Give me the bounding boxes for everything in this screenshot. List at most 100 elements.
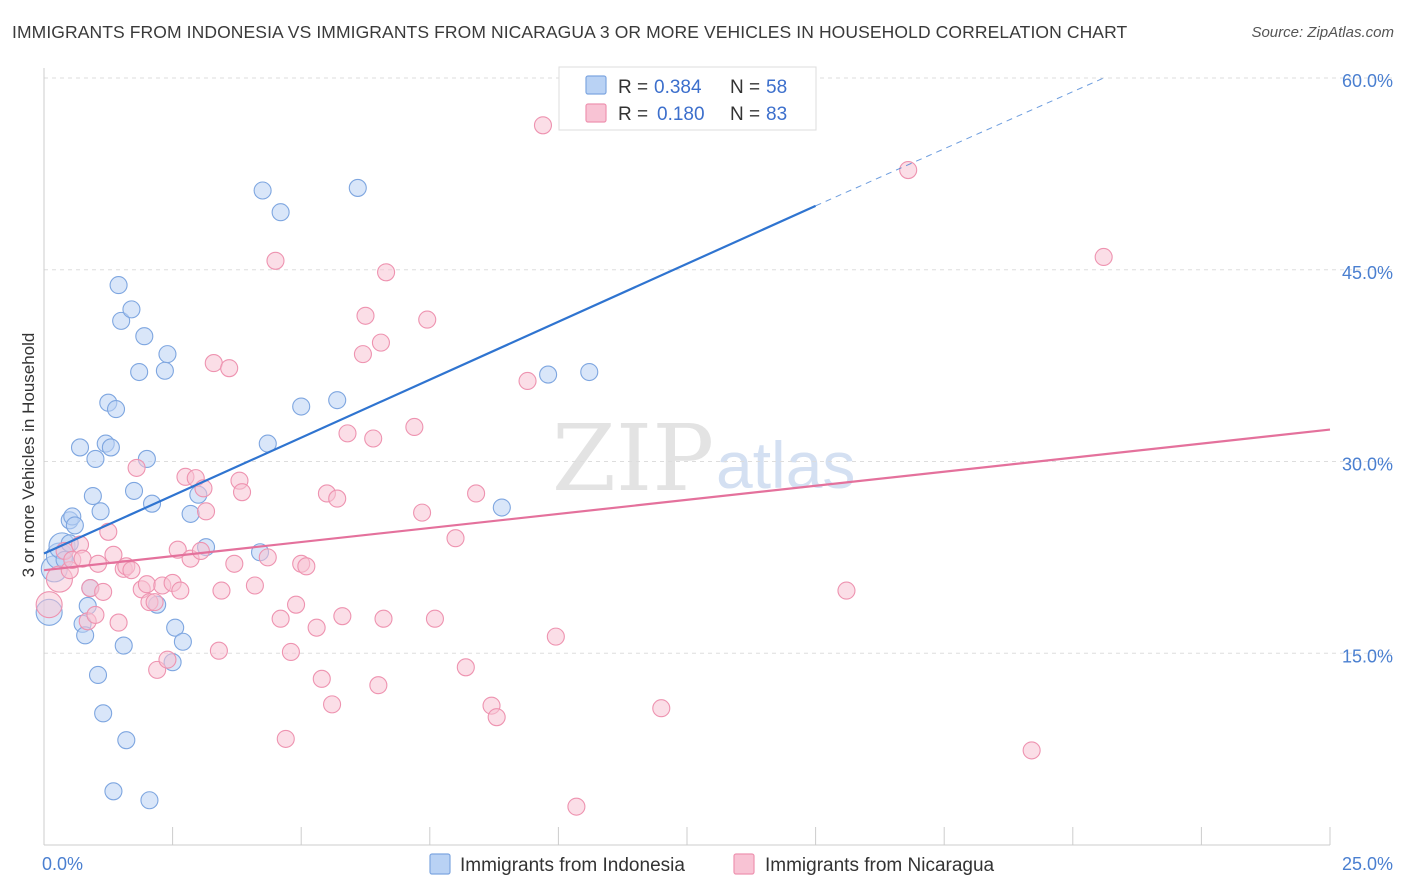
point-nicaragua: [338, 424, 357, 443]
point-nicaragua: [446, 529, 465, 548]
point-nicaragua: [204, 354, 223, 373]
point-nicaragua: [1094, 247, 1113, 267]
point-indonesia: [122, 300, 141, 319]
point-nicaragua: [371, 333, 390, 352]
point-nicaragua: [356, 306, 375, 325]
x-tick-label-max: 25.0%: [1342, 854, 1393, 874]
legend-label-nicaragua: Immigrants from Nicaragua: [765, 855, 995, 876]
point-nicaragua: [137, 575, 156, 594]
point-indonesia: [328, 391, 347, 410]
point-nicaragua: [418, 310, 437, 329]
point-indonesia: [348, 178, 367, 197]
stats-swatch-indonesia: [585, 75, 607, 95]
point-nicaragua: [266, 251, 285, 270]
stats-legend: R = 0.384 N = 58 R = 0.180 N = 83: [558, 66, 817, 131]
point-nicaragua: [328, 489, 347, 508]
point-nicaragua: [364, 429, 383, 448]
point-nicaragua: [456, 658, 475, 677]
y-tick-label: 30.0%: [1342, 455, 1393, 475]
point-nicaragua: [258, 548, 277, 567]
point-nicaragua: [86, 605, 105, 624]
point-indonesia: [492, 498, 511, 517]
point-indonesia: [104, 782, 123, 801]
point-nicaragua: [899, 160, 918, 180]
point-nicaragua: [109, 613, 128, 632]
point-nicaragua: [145, 593, 164, 612]
point-nicaragua: [287, 595, 306, 614]
point-nicaragua: [171, 581, 190, 600]
point-nicaragua: [297, 557, 316, 576]
point-indonesia: [253, 181, 272, 200]
stats-n-label-nicaragua: N =: [730, 104, 760, 125]
point-indonesia: [181, 504, 200, 523]
axes: 15.0% 30.0% 45.0% 60.0%: [43, 68, 1393, 846]
point-nicaragua: [1022, 741, 1041, 760]
point-nicaragua: [546, 627, 565, 646]
point-nicaragua: [307, 618, 326, 637]
point-nicaragua: [276, 729, 295, 748]
trend-line-nicaragua: [43, 428, 1331, 572]
stats-swatch-nicaragua: [585, 103, 607, 123]
point-nicaragua: [220, 359, 239, 378]
stats-n-label-indonesia: N =: [730, 77, 760, 98]
point-nicaragua: [127, 458, 146, 477]
point-indonesia: [539, 365, 558, 384]
point-indonesia: [140, 791, 159, 810]
point-indonesia: [271, 203, 290, 222]
point-nicaragua: [196, 502, 216, 521]
point-nicaragua: [369, 676, 388, 695]
point-nicaragua: [323, 695, 342, 714]
series-legend: Immigrants from Indonesia Immigrants fro…: [429, 853, 995, 876]
point-nicaragua: [212, 581, 231, 600]
point-nicaragua: [377, 263, 396, 282]
legend-swatch-indonesia: [429, 853, 451, 875]
point-indonesia: [109, 276, 128, 295]
point-nicaragua: [413, 503, 432, 522]
point-indonesia: [135, 327, 154, 346]
grid: [44, 77, 1393, 654]
point-nicaragua: [158, 650, 177, 669]
point-indonesia: [106, 400, 126, 419]
stats-r-value-indonesia: 0.384: [654, 77, 702, 98]
point-indonesia: [166, 618, 185, 637]
x-tick-label-min: 0.0%: [42, 854, 83, 874]
point-nicaragua: [487, 708, 506, 727]
point-nicaragua: [353, 345, 372, 364]
point-indonesia: [124, 481, 144, 500]
watermark-zip: ZIP: [552, 405, 714, 512]
point-nicaragua: [652, 699, 671, 718]
point-nicaragua: [374, 609, 393, 628]
point-nicaragua: [209, 641, 228, 660]
point-indonesia: [117, 731, 136, 750]
point-indonesia: [292, 397, 311, 416]
stats-r-label-nicaragua: R =: [618, 104, 648, 125]
watermark: ZIP atlas: [552, 405, 855, 512]
series-indonesia-points: [35, 178, 599, 810]
point-nicaragua: [405, 417, 424, 437]
chart-title: IMMIGRANTS FROM INDONESIA VS IMMIGRANTS …: [12, 22, 1128, 42]
point-nicaragua: [245, 576, 264, 595]
chart-source: Source: ZipAtlas.com: [1251, 24, 1394, 41]
point-indonesia: [158, 345, 177, 364]
legend-swatch-nicaragua: [733, 853, 755, 875]
point-indonesia: [94, 704, 113, 723]
y-tick-label: 60.0%: [1342, 71, 1393, 91]
legend-label-indonesia: Immigrants from Indonesia: [460, 855, 685, 876]
point-nicaragua: [281, 642, 300, 662]
point-nicaragua: [837, 581, 856, 600]
trend-line-indonesia-extension: [815, 77, 1104, 207]
point-indonesia: [130, 362, 149, 382]
point-nicaragua: [99, 522, 118, 541]
series-nicaragua-points: [35, 116, 1113, 816]
point-nicaragua: [225, 554, 244, 573]
point-indonesia: [88, 665, 108, 685]
point-nicaragua: [168, 540, 187, 559]
point-nicaragua: [567, 797, 586, 816]
point-nicaragua: [35, 591, 63, 619]
point-nicaragua: [312, 669, 331, 688]
watermark-atlas: atlas: [716, 428, 855, 502]
y-tick-label: 45.0%: [1342, 263, 1393, 283]
point-indonesia: [86, 449, 105, 468]
point-indonesia: [91, 502, 110, 521]
point-indonesia: [65, 516, 84, 535]
